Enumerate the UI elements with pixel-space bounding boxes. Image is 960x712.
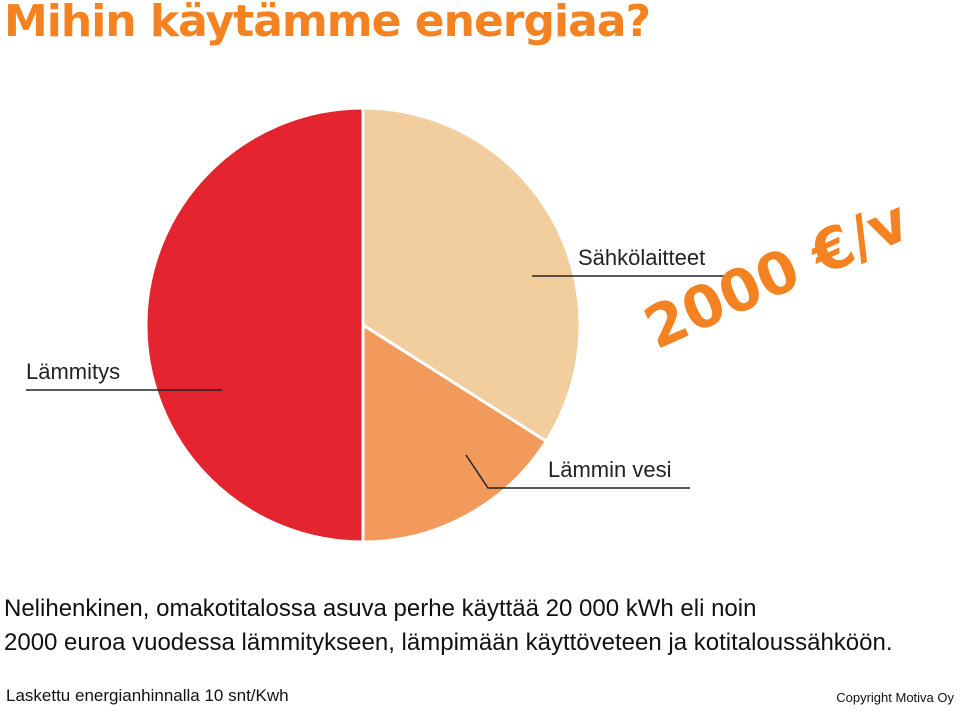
- pie-slice-3: [144, 106, 365, 544]
- slice-label-3: Lämmitys: [26, 359, 120, 384]
- caption-line-1: Nelihenkinen, omakotitalossa asuva perhe…: [4, 595, 757, 622]
- leader-lines: [26, 275, 730, 489]
- page-title: Mihin käytämme energiaa?: [4, 0, 651, 47]
- leader-line-2: [465, 454, 690, 489]
- caption-line-2: 2000 euroa vuodessa lämmitykseen, lämpim…: [4, 629, 893, 656]
- slice-label-2: Lämmin vesi: [548, 457, 671, 482]
- pie-slices: [144, 106, 582, 544]
- caption: Nelihenkinen, omakotitalossa asuva perhe…: [4, 592, 956, 660]
- slice-label-1: Sähkölaitteet: [578, 245, 705, 270]
- footer-copyright: Copyright Motiva Oy: [836, 690, 954, 705]
- footer-price-note: Laskettu energianhinnalla 10 snt/Kwh: [6, 686, 289, 705]
- slice-labels: Sähkölaitteet Lämmin vesi Lämmitys: [26, 245, 705, 482]
